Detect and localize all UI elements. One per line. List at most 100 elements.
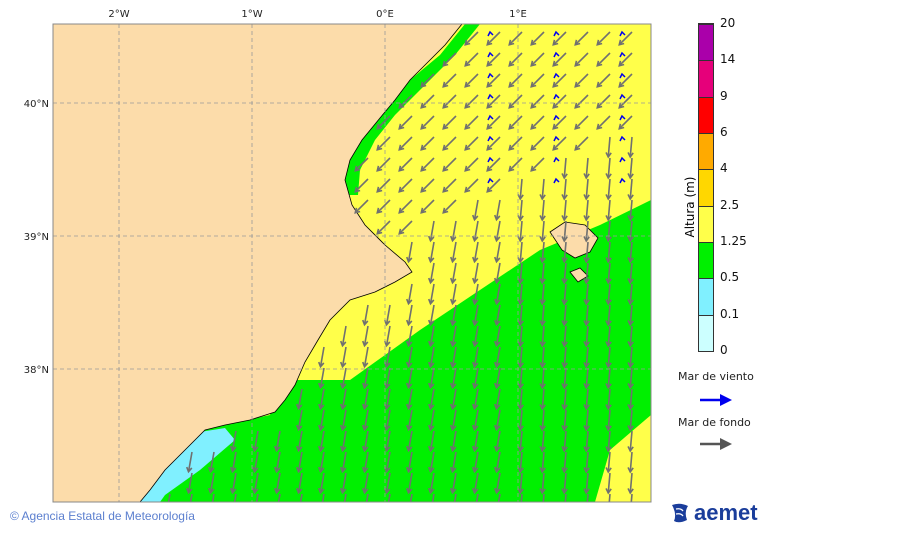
wind-sea-arrow: [487, 93, 494, 100]
swell-arrow-head: [339, 340, 347, 348]
swell-arrow: [473, 430, 479, 451]
swell-arrow: [442, 52, 457, 67]
swell-arrow-head: [618, 60, 625, 67]
swell-arrow: [253, 430, 259, 451]
wind-sea-arrow: [553, 135, 560, 142]
swell-arrow: [341, 346, 347, 367]
swell-arrow-head: [405, 466, 413, 474]
swell-arrow-head: [420, 123, 427, 130]
swell-arrow-head: [508, 102, 515, 109]
swell-arrow: [542, 493, 545, 502]
swell-arrow-head: [627, 383, 634, 390]
swell-arrow: [608, 493, 611, 502]
swell-arrow-head: [539, 257, 546, 264]
swell-arrow: [398, 115, 413, 130]
swell-arrow-head: [508, 165, 515, 172]
swell-arrow-head: [627, 362, 634, 369]
swell-arrow-head: [596, 39, 603, 46]
swell-arrow-head: [493, 256, 501, 264]
swell-arrow-head: [493, 340, 501, 348]
swell-arrow: [629, 136, 633, 157]
swell-arrow-head: [398, 144, 405, 151]
swell-arrow: [519, 346, 523, 367]
swell-arrow-head: [583, 425, 590, 432]
swell-arrow-head: [361, 487, 369, 495]
swell-arrow-head: [398, 102, 405, 109]
wind-sea-arrow: [619, 30, 626, 37]
swell-arrow: [519, 472, 523, 493]
colorbar-tick-label: 1.25: [720, 234, 747, 248]
swell-arrow: [451, 241, 457, 262]
swell-arrow: [564, 493, 567, 502]
swell-arrow-head: [471, 487, 479, 495]
swell-arrow-head: [627, 173, 634, 180]
swell-arrow-head: [530, 144, 537, 151]
legend-swell-label: Mar de fondo: [678, 416, 751, 429]
swell-arrow: [495, 451, 501, 472]
swell-arrow: [473, 346, 479, 367]
swell-arrow: [420, 94, 435, 109]
swell-arrow: [209, 472, 215, 493]
swell-arrow: [519, 304, 523, 325]
swell-arrow-head: [442, 60, 449, 67]
swell-arrow: [429, 220, 435, 241]
swell-arrow-head: [251, 487, 259, 495]
swell-arrow: [530, 94, 545, 109]
wind-sea-arrow: [619, 177, 626, 184]
swell-arrow: [541, 430, 545, 451]
swell-arrow: [585, 304, 589, 325]
swell-arrow-head: [493, 319, 501, 327]
wind-sea-arrow: [619, 114, 626, 121]
swell-arrow-head: [552, 102, 559, 109]
swell-arrow-head: [420, 165, 427, 172]
swell-arrow-head: [627, 152, 634, 159]
swell-arrow-head: [361, 319, 369, 327]
swell-arrow: [519, 367, 523, 388]
swell-arrow-head: [583, 383, 590, 390]
swell-arrow: [297, 409, 303, 430]
swell-arrow-head: [517, 425, 524, 432]
swell-arrow-head: [562, 509, 567, 513]
swell-arrow-head: [584, 509, 589, 513]
colorbar-tick-label: 2.5: [720, 197, 740, 212]
swell-arrow-head: [517, 215, 524, 222]
swell-arrow: [233, 493, 237, 502]
swell-arrow-head: [449, 235, 457, 243]
swell-arrow-head: [185, 466, 193, 474]
wind-sea-arrow: [553, 51, 560, 58]
aemet-logo[interactable]: aemet: [670, 500, 758, 526]
swell-arrow-head: [627, 404, 634, 411]
swell-arrow: [629, 367, 633, 388]
swell-arrow: [398, 136, 413, 151]
swell-arrow-head: [486, 165, 493, 172]
colorbar-segment: [699, 60, 713, 97]
swell-arrow-head: [449, 487, 457, 495]
swell-arrow: [255, 493, 259, 502]
swell-arrow-head: [517, 404, 524, 411]
wind-sea-arrow: [619, 51, 626, 58]
lat-label: 38°N: [24, 365, 49, 376]
swell-arrow-head: [464, 144, 471, 151]
sea-cyan-area: [140, 428, 235, 502]
swell-arrow-head: [508, 39, 515, 46]
swell-arrow-head: [185, 487, 193, 495]
swell-arrow: [607, 472, 611, 493]
swell-arrow-head: [295, 403, 303, 411]
swell-arrow-head: [253, 509, 258, 514]
swell-arrow-head: [471, 424, 479, 432]
swell-arrow: [253, 472, 259, 493]
swell-arrow-head: [427, 235, 435, 243]
colorbar-segment: [699, 205, 713, 243]
swell-arrow: [451, 430, 457, 451]
swell-arrow-head: [493, 214, 501, 222]
swell-arrow-head: [495, 509, 500, 514]
swell-arrow-head: [561, 446, 568, 453]
swell-arrow: [319, 472, 325, 493]
swell-arrow-head: [251, 445, 259, 453]
swell-arrow-head: [464, 81, 471, 88]
swell-arrow: [486, 115, 501, 130]
wind-sea-arrow: [487, 72, 494, 79]
lon-label: 1°W: [241, 9, 262, 20]
swell-arrow: [407, 367, 413, 388]
swell-arrow: [420, 73, 435, 88]
